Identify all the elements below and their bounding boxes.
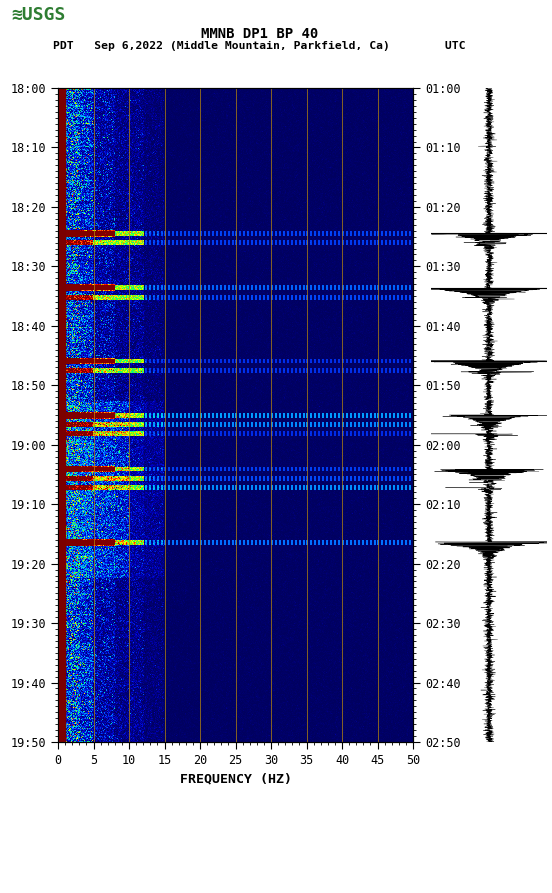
Text: PDT   Sep 6,2022 (Middle Mountain, Parkfield, Ca)        UTC: PDT Sep 6,2022 (Middle Mountain, Parkfie… bbox=[53, 41, 466, 51]
Bar bbox=[55, 88, 65, 742]
X-axis label: FREQUENCY (HZ): FREQUENCY (HZ) bbox=[179, 772, 291, 785]
Text: ≋USGS: ≋USGS bbox=[11, 6, 66, 24]
Text: MMNB DP1 BP 40: MMNB DP1 BP 40 bbox=[201, 27, 318, 41]
